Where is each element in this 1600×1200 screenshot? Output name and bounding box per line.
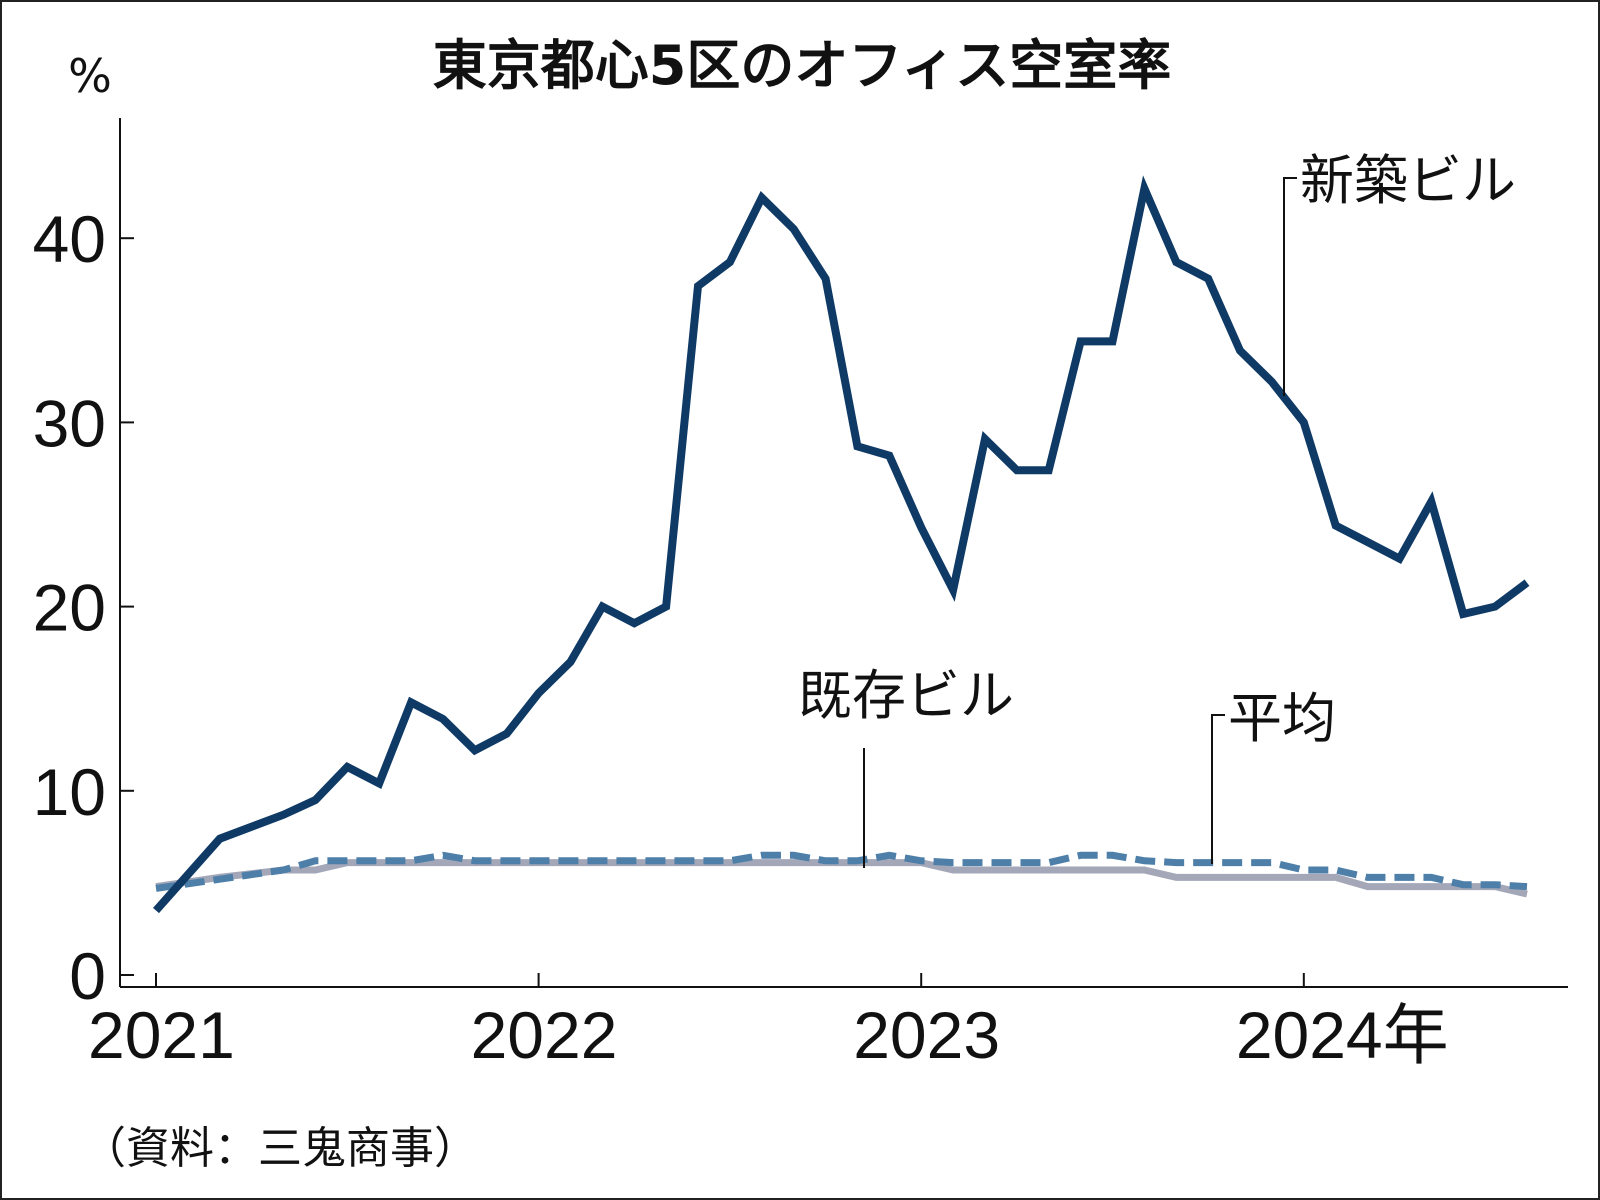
chart-title: 東京都心5区のオフィス空室率 — [433, 34, 1172, 97]
x-tick-label: 2024年 — [1236, 998, 1449, 1072]
x-axis-ticks: 2021 2022 2023 2024年 — [88, 973, 1449, 1072]
series-label-shinchiku: 新築ビル — [1300, 149, 1516, 212]
series-line-shinchiku — [153, 175, 1530, 914]
y-tick-label: 20 — [33, 571, 106, 645]
y-axis-unit: % — [68, 49, 112, 103]
series-line-heikin — [155, 851, 1528, 892]
source-note: （資料：三鬼商事） — [82, 1123, 478, 1174]
series-lines — [153, 175, 1530, 914]
y-tick-label: 30 — [33, 386, 106, 460]
y-tick-label: 10 — [33, 755, 106, 829]
y-tick-label: 40 — [33, 202, 106, 276]
label-leader-heikin — [1211, 714, 1225, 864]
x-tick-label: 2023 — [853, 998, 1000, 1072]
series-label-kizon: 既存ビル — [798, 664, 1014, 727]
x-tick-label: 2021 — [88, 998, 235, 1072]
x-tick-label: 2022 — [471, 998, 618, 1072]
y-axis-ticks: 0 10 20 30 40 — [33, 202, 134, 1013]
label-leader-shinchiku — [1283, 177, 1297, 396]
series-line-kizon — [155, 859, 1528, 898]
series-label-heikin: 平均 — [1228, 687, 1336, 750]
y-tick-label: 0 — [69, 939, 106, 1013]
